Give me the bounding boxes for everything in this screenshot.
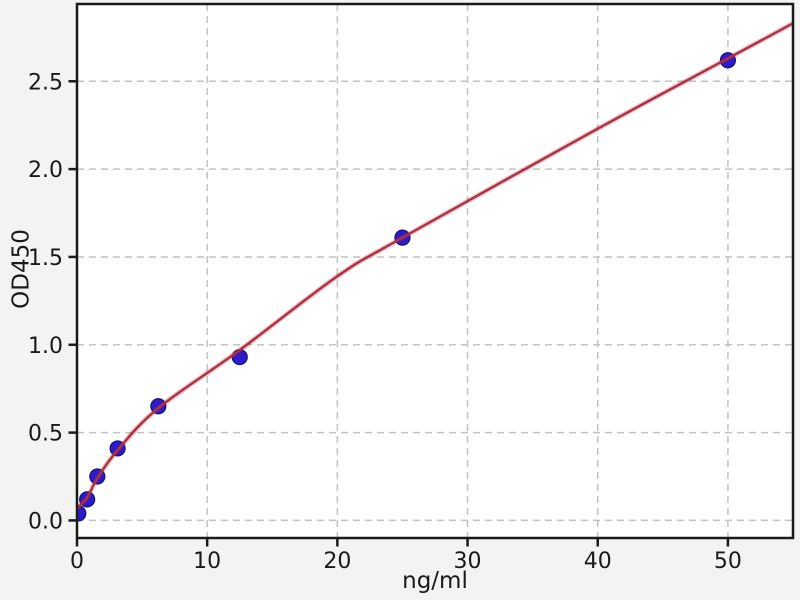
plot-background	[77, 4, 793, 538]
x-tick-label: 30	[454, 549, 482, 574]
plot-border	[75, 2, 795, 540]
y-tick-label: 2.0	[28, 158, 63, 183]
x-tick-label: 40	[584, 549, 612, 574]
y-tick-label: 0.0	[28, 509, 63, 534]
x-axis-label: ng/ml	[402, 568, 468, 594]
y-axis-label: OD450	[8, 229, 35, 309]
y-tick-label: 1.0	[28, 334, 63, 359]
x-tick-label: 0	[70, 549, 84, 574]
y-tick-label: 1.5	[28, 246, 63, 271]
x-tick-label: 20	[323, 549, 351, 574]
y-tick-label: 2.5	[28, 70, 63, 95]
x-tick-label: 10	[193, 549, 221, 574]
fitted-curve	[77, 22, 793, 509]
y-tick-label: 0.5	[28, 422, 63, 447]
x-tick-label: 50	[714, 549, 742, 574]
